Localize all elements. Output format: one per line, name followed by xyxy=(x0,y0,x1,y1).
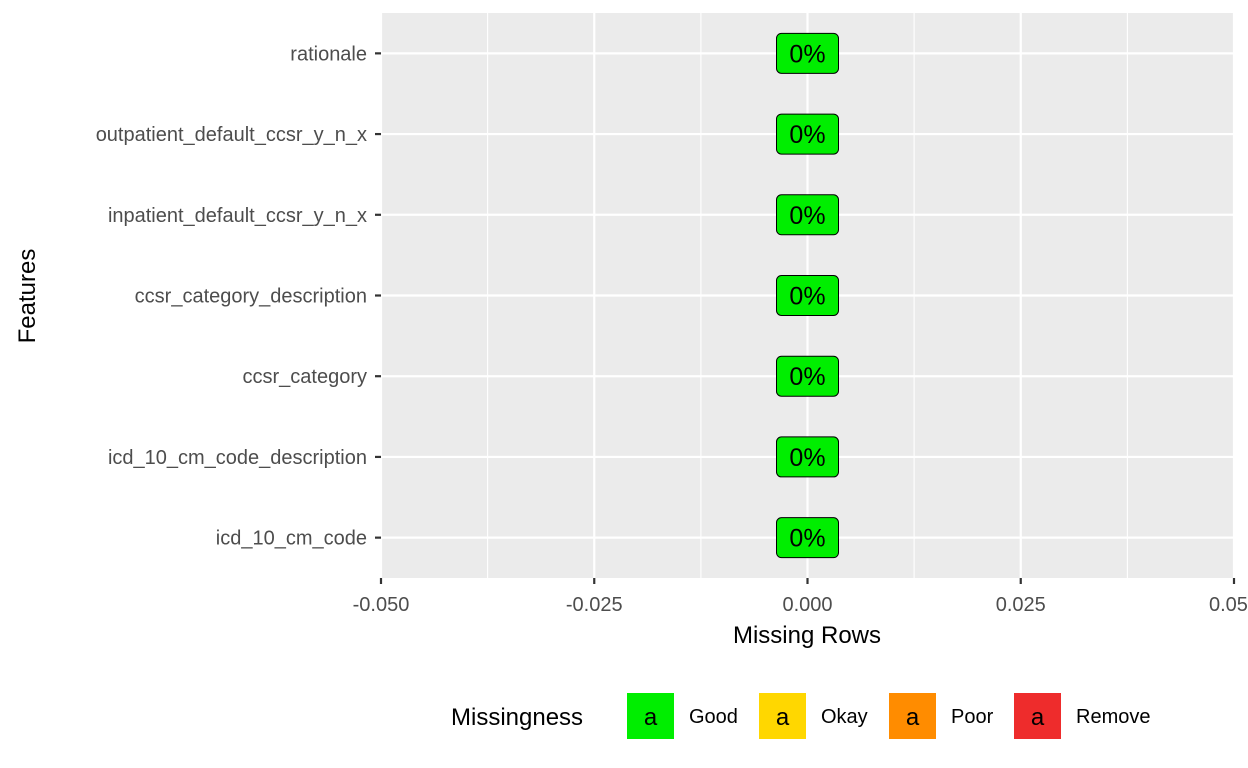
legend-key xyxy=(1014,693,1061,739)
legend-label: Okay xyxy=(821,706,868,728)
bar-label-box xyxy=(776,517,839,559)
legend-key xyxy=(889,693,936,739)
bar-label: 0% xyxy=(789,121,825,149)
x-tick-label: 0.000 xyxy=(782,594,832,616)
x-tick-label: -0.025 xyxy=(566,594,623,616)
legend-key-glyph: a xyxy=(1031,704,1045,731)
bar-label: 0% xyxy=(789,363,825,391)
y-tick-label: ccsr_category_description xyxy=(135,286,367,308)
legend-label: Remove xyxy=(1076,706,1150,728)
bar-label-box xyxy=(776,355,839,397)
bars: 0% 0% 0% 0% 0% 0% 0% xyxy=(776,32,839,559)
x-tick-label: -0.050 xyxy=(353,594,410,616)
bar-label-box xyxy=(776,113,839,155)
bar-label-box xyxy=(776,436,839,478)
y-axis: rationale outpatient_default_ccsr_y_n_xin… xyxy=(96,43,381,550)
x-axis-title: Missing Rows xyxy=(733,622,881,649)
bar-label: 0% xyxy=(789,525,825,553)
x-tick-label: 0.025 xyxy=(996,594,1046,616)
x-tick-label: 0.050 xyxy=(1209,594,1248,616)
legend-key-glyph: a xyxy=(776,704,790,731)
legend-key-glyph: a xyxy=(906,704,920,731)
legend-key xyxy=(759,693,806,739)
legend-items: a Good a Okay a Poor a Remove xyxy=(627,693,1150,739)
bar-label-box xyxy=(776,32,839,74)
bar-label: 0% xyxy=(789,444,825,472)
bar-label-box xyxy=(776,275,839,316)
x-axis: -0.050 -0.025 0.000 0.025 0.050 xyxy=(353,578,1248,616)
legend-label: Poor xyxy=(951,706,994,728)
legend-label: Good xyxy=(689,706,738,728)
legend: Missingness a Good a Okay a Poor a Remove xyxy=(451,693,1150,739)
y-tick-label: icd_10_cm_code xyxy=(216,528,367,550)
y-tick-label: rationale xyxy=(290,43,367,65)
bar-label-box xyxy=(776,194,839,236)
bar-label: 0% xyxy=(789,202,825,230)
y-tick-label: inpatient_default_ccsr_y_n_x xyxy=(108,205,367,227)
bar-label: 0% xyxy=(789,283,825,311)
y-tick-label: outpatient_default_ccsr_y_n_x xyxy=(96,124,367,146)
y-tick-label: ccsr_category xyxy=(243,366,368,388)
bar-label: 0% xyxy=(789,40,825,68)
y-tick-label: icd_10_cm_code_description xyxy=(108,447,367,469)
y-axis-title: Features xyxy=(14,249,41,344)
legend-title: Missingness xyxy=(451,704,583,731)
legend-key-glyph: a xyxy=(644,704,658,731)
legend-key xyxy=(627,693,674,739)
